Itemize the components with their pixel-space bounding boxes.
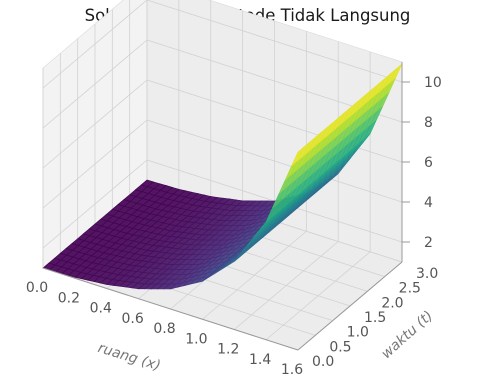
x-tick-label: 1.2	[217, 342, 239, 358]
grid-line	[42, 159, 148, 249]
y-tick-label: 3.0	[416, 266, 438, 282]
z-tick-label: 10	[424, 75, 442, 91]
x-tick-label: 0.6	[121, 311, 143, 327]
y-tick-label: 0.5	[329, 339, 351, 355]
tick-labels: 0.00.20.40.60.81.01.21.41.6 0.00.51.01.52…	[26, 75, 442, 378]
y-tick-label: 1.5	[364, 310, 386, 326]
z-tick-label: 8	[424, 115, 433, 131]
x-tick-label: 1.6	[281, 362, 303, 378]
grid-line	[146, 0, 403, 83]
grid-line	[146, 119, 403, 203]
y-tick-label: 2.5	[399, 281, 421, 297]
z-tick-label: 6	[424, 155, 433, 171]
y-tick-label: 1.0	[347, 325, 369, 341]
x-tick-label: 0.2	[58, 290, 80, 306]
surface-patch	[291, 146, 305, 167]
y-tick-label: 0.0	[312, 354, 334, 370]
x-tick-label: 1.4	[249, 352, 271, 368]
x-tick-label: 0.8	[153, 321, 175, 337]
x-axis-label: ruang (x)	[96, 340, 162, 374]
x-tick-label: 0.0	[26, 280, 48, 296]
surface	[42, 63, 403, 290]
grid-line	[42, 79, 148, 169]
grid-line	[42, 0, 148, 89]
grid-line	[42, 39, 148, 129]
axis-panes	[42, 0, 403, 351]
axes	[42, 62, 410, 351]
y-tick-label: 2.0	[381, 295, 403, 311]
grid-line	[42, 119, 148, 209]
z-tick-label: 4	[424, 195, 433, 211]
y-axis-line	[297, 261, 403, 351]
x-tick-label: 0.4	[90, 301, 112, 317]
z-tick-label: 2	[424, 235, 433, 251]
x-tick-label: 1.0	[185, 331, 207, 347]
x-axis-line	[42, 267, 299, 351]
grid-line	[146, 79, 403, 163]
y-axis-label: waktu (t)	[378, 308, 436, 362]
